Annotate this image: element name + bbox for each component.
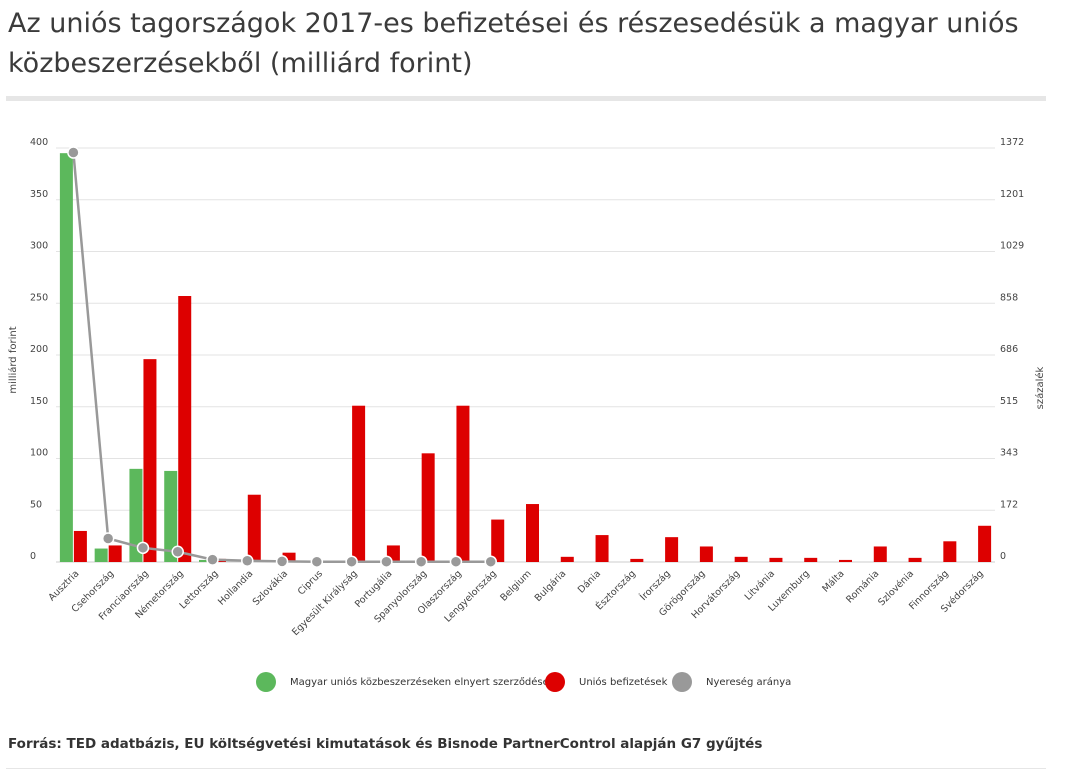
y2-tick-label: 1029 xyxy=(1000,241,1024,252)
legend-swatch-green xyxy=(256,672,276,692)
legend-label: Magyar uniós közbeszerzéseken elnyert sz… xyxy=(290,676,555,688)
bar xyxy=(873,546,887,562)
bar xyxy=(491,519,505,562)
legend-swatch-gray xyxy=(672,672,692,692)
bar xyxy=(282,552,296,562)
bar xyxy=(164,470,178,562)
ratio-point xyxy=(449,555,463,568)
y2-tick-label: 172 xyxy=(1000,499,1018,510)
bar xyxy=(595,535,609,562)
ratio-point xyxy=(171,545,184,558)
y2-tick-label: 1372 xyxy=(1000,137,1024,148)
y-tick-label: 50 xyxy=(30,499,42,510)
bar xyxy=(665,537,679,562)
x-tick-label: Ausztria xyxy=(46,568,81,603)
bar xyxy=(769,557,783,562)
y-tick-label: 350 xyxy=(30,189,48,200)
y-tick-label: 300 xyxy=(30,241,48,252)
ratio-point xyxy=(101,532,115,545)
x-tick-label: Litvánia xyxy=(743,568,777,602)
bar xyxy=(734,556,748,562)
left-axis-ticks: 0 50 100 150 200 250 300 350 400 xyxy=(30,137,48,562)
ratio-point xyxy=(380,555,393,568)
x-tick-label: Bulgária xyxy=(533,568,569,604)
title-divider xyxy=(6,96,1046,101)
ratio-point xyxy=(414,555,428,568)
x-tick-label: Ciprus xyxy=(296,568,325,597)
gridlines xyxy=(56,147,995,563)
x-tick-label: Egyesült Királyság xyxy=(290,568,360,638)
y-tick-label: 150 xyxy=(30,396,48,407)
y2-tick-label: 515 xyxy=(1000,396,1018,407)
bar xyxy=(73,530,87,562)
source-note: Forrás: TED adatbázis, EU költségvetési … xyxy=(8,736,763,752)
ratio-point xyxy=(275,555,289,568)
footer-divider xyxy=(6,768,1046,769)
y2-tick-label: 343 xyxy=(1000,448,1018,459)
legend: Magyar uniós közbeszerzéseken elnyert sz… xyxy=(0,670,1065,694)
y-axis-label: milliárd forint xyxy=(7,326,19,393)
ratio-line xyxy=(67,146,497,568)
y2-axis-label: százalék xyxy=(1034,366,1046,409)
bar xyxy=(699,546,713,562)
bar xyxy=(421,453,435,562)
x-tick-label: Hollandia xyxy=(216,568,255,607)
bar xyxy=(178,296,192,562)
legend-label: Uniós befizetések xyxy=(579,676,668,688)
ratio-point xyxy=(310,555,324,568)
bar xyxy=(94,548,108,562)
legend-item-contracts[interactable]: Magyar uniós közbeszerzéseken elnyert sz… xyxy=(256,670,555,694)
ratio-point xyxy=(136,541,150,555)
y2-tick-label: 0 xyxy=(1000,551,1006,562)
ratio-point xyxy=(67,146,80,159)
y-tick-label: 400 xyxy=(30,137,48,148)
y2-tick-label: 686 xyxy=(1000,344,1018,355)
bar xyxy=(352,405,366,562)
x-axis-ticks: AusztriaCsehországFranciaországNémetorsz… xyxy=(46,568,985,638)
legend-item-ratio[interactable]: Nyereség aránya xyxy=(672,670,791,694)
bar xyxy=(247,494,261,562)
bar xyxy=(908,557,922,562)
bars xyxy=(59,153,992,563)
chart-title: Az uniós tagországok 2017-es befizetései… xyxy=(8,8,1019,79)
bar xyxy=(943,541,957,562)
bar xyxy=(839,559,852,562)
y-tick-label: 250 xyxy=(30,292,48,303)
legend-label: Nyereség aránya xyxy=(706,676,792,688)
bar xyxy=(199,559,212,562)
y2-tick-label: 858 xyxy=(1000,292,1018,303)
ratio-point xyxy=(345,555,358,568)
bar xyxy=(978,525,992,562)
y-tick-label: 100 xyxy=(30,448,48,459)
x-tick-label: Dánia xyxy=(576,568,603,595)
bar xyxy=(456,405,470,562)
bar xyxy=(804,557,818,562)
ratio-point xyxy=(206,553,219,566)
x-tick-label: Belgium xyxy=(498,568,533,603)
bar xyxy=(129,468,143,562)
right-axis-ticks: 0 172 343 515 686 858 1029 1201 1372 xyxy=(1000,137,1024,562)
x-tick-label: Írország xyxy=(637,568,672,603)
y2-tick-label: 1201 xyxy=(1000,189,1024,200)
legend-swatch-red xyxy=(545,672,565,692)
ratio-point xyxy=(241,554,254,568)
bar xyxy=(526,504,539,562)
y-tick-label: 0 xyxy=(30,551,36,562)
x-tick-label: Szlovákia xyxy=(251,568,291,608)
combo-chart: 0 50 100 150 200 250 300 350 400 0 172 343 515 686 85… xyxy=(7,137,1046,638)
bar xyxy=(108,545,122,562)
bar xyxy=(630,558,644,562)
x-tick-label: Málta xyxy=(820,568,846,594)
y-tick-label: 200 xyxy=(30,344,48,355)
bar xyxy=(59,153,73,563)
legend-item-payments[interactable]: Uniós befizetések xyxy=(545,670,667,694)
bar xyxy=(560,556,574,562)
ratio-point xyxy=(484,555,497,568)
bar xyxy=(143,359,157,562)
